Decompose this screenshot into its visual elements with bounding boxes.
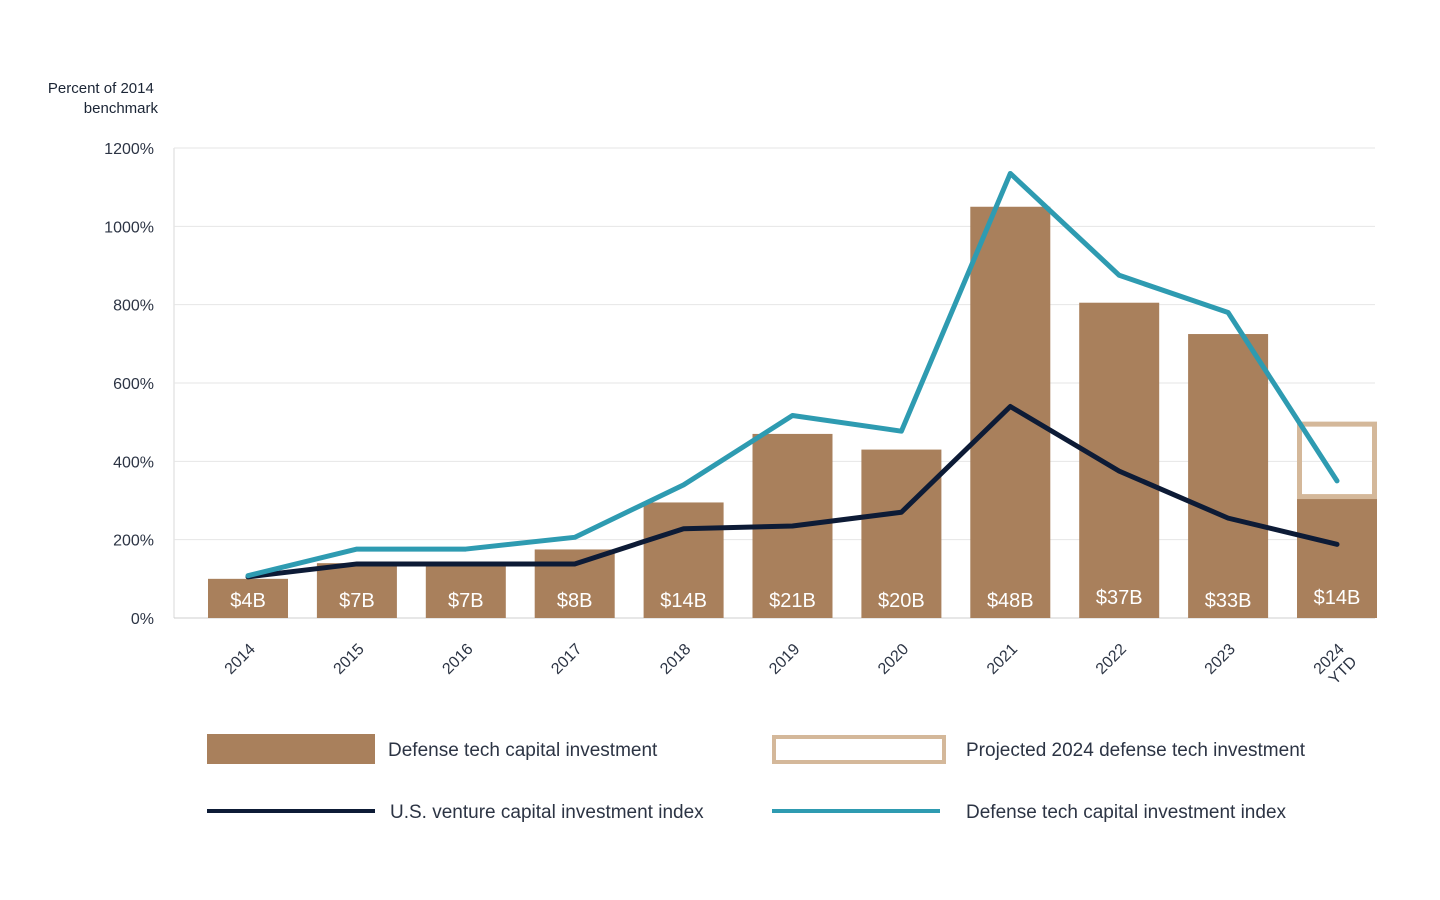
bar-value-label: $14B [1314, 587, 1361, 609]
bar [1188, 334, 1269, 618]
x-tick-label: 2017 [548, 641, 585, 678]
legend-swatch-bar [207, 734, 375, 764]
bar-value-label: $7B [339, 590, 375, 612]
legend-item: Projected 2024 defense tech investment [772, 735, 1306, 764]
y-tick-label: 800% [113, 298, 154, 315]
x-tick-label-line: 2019 [766, 641, 803, 678]
legend-item: Defense tech capital investment [207, 734, 658, 764]
y-tick-label: 1000% [104, 219, 154, 236]
x-tick-label: 2023 [1202, 641, 1239, 678]
bar-value-label: $33B [1205, 590, 1252, 612]
lines [245, 170, 1340, 580]
projected-bar [1297, 421, 1377, 500]
x-tick-label: 2018 [657, 641, 694, 678]
legend-item: Defense tech capital investment index [772, 802, 1287, 823]
bar [1297, 496, 1377, 618]
bar-value-label: $8B [557, 590, 593, 612]
legend-label: Defense tech capital investment index [966, 802, 1287, 823]
bar [861, 449, 942, 618]
x-tick-label: 2022 [1093, 641, 1130, 678]
y-tick-label: 1200% [104, 141, 154, 158]
x-tick-label: 2020 [875, 641, 912, 678]
x-tick-label: 2016 [439, 641, 476, 678]
series-line [245, 170, 1340, 579]
x-tick-label-line: 2016 [439, 641, 476, 678]
bar [643, 502, 724, 618]
x-tick-label-line: 2017 [548, 641, 585, 678]
x-tick-label-line: 2014 [222, 641, 259, 678]
x-tick-label-line: 2020 [875, 641, 912, 678]
x-tick-label-line: 2023 [1202, 641, 1239, 678]
bar [534, 549, 615, 618]
bar-value-label: $7B [448, 590, 484, 612]
y-tick-label: 200% [113, 533, 154, 550]
bar [1079, 302, 1160, 618]
x-tick-label-line: 2022 [1093, 641, 1130, 678]
x-tick-label: 2021 [984, 641, 1021, 678]
bar [970, 206, 1051, 618]
y-tick-label: 400% [113, 454, 154, 471]
bars [208, 206, 1377, 618]
bar-value-label: $20B [878, 590, 925, 612]
y-tick-label: 0% [131, 611, 154, 628]
bar [425, 563, 506, 618]
bar-value-labels: $4B $7B $7B $8B $14B $21B $20B $48B $37B $33B $14B [230, 587, 1360, 612]
y-axis-label-line-1: Percent of 2014 [48, 80, 154, 97]
y-axis-label-line-2: benchmark [84, 100, 159, 117]
legend-item: U.S. venture capital investment index [207, 802, 704, 823]
legend: Defense tech capital investment Projected… [207, 734, 1306, 823]
series-line [245, 404, 1340, 580]
x-tick-label: 2015 [331, 641, 368, 678]
legend-label: Defense tech capital investment [388, 740, 658, 761]
x-tick-label: 2024YTD [1311, 641, 1361, 691]
y-tick-label: 600% [113, 376, 154, 393]
y-axis-label: Percent of 2014 benchmark [48, 80, 159, 117]
legend-swatch-outline [772, 735, 946, 764]
bar-value-label: $48B [987, 590, 1034, 612]
legend-label: Projected 2024 defense tech investment [966, 740, 1306, 761]
x-tick-label-line: 2021 [984, 641, 1021, 678]
x-axis-ticks: 2014 2015 2016 2017 2018 2019 2020 2021 2022 2023… [222, 641, 1361, 691]
legend-label: U.S. venture capital investment index [390, 802, 704, 823]
bar [208, 578, 288, 618]
x-tick-label-line: 2018 [657, 641, 694, 678]
bar-value-label: $4B [230, 590, 266, 612]
x-tick-label: 2014 [222, 641, 259, 678]
bar-value-label: $37B [1096, 587, 1143, 609]
x-tick-label-line: 2015 [331, 641, 368, 678]
y-axis-ticks: 0% 200% 400% 600% 800% 1000% 1200% [104, 141, 154, 628]
bar-value-label: $21B [769, 590, 816, 612]
bar-value-label: $14B [660, 590, 707, 612]
bar [316, 563, 397, 618]
x-tick-label: 2019 [766, 641, 803, 678]
